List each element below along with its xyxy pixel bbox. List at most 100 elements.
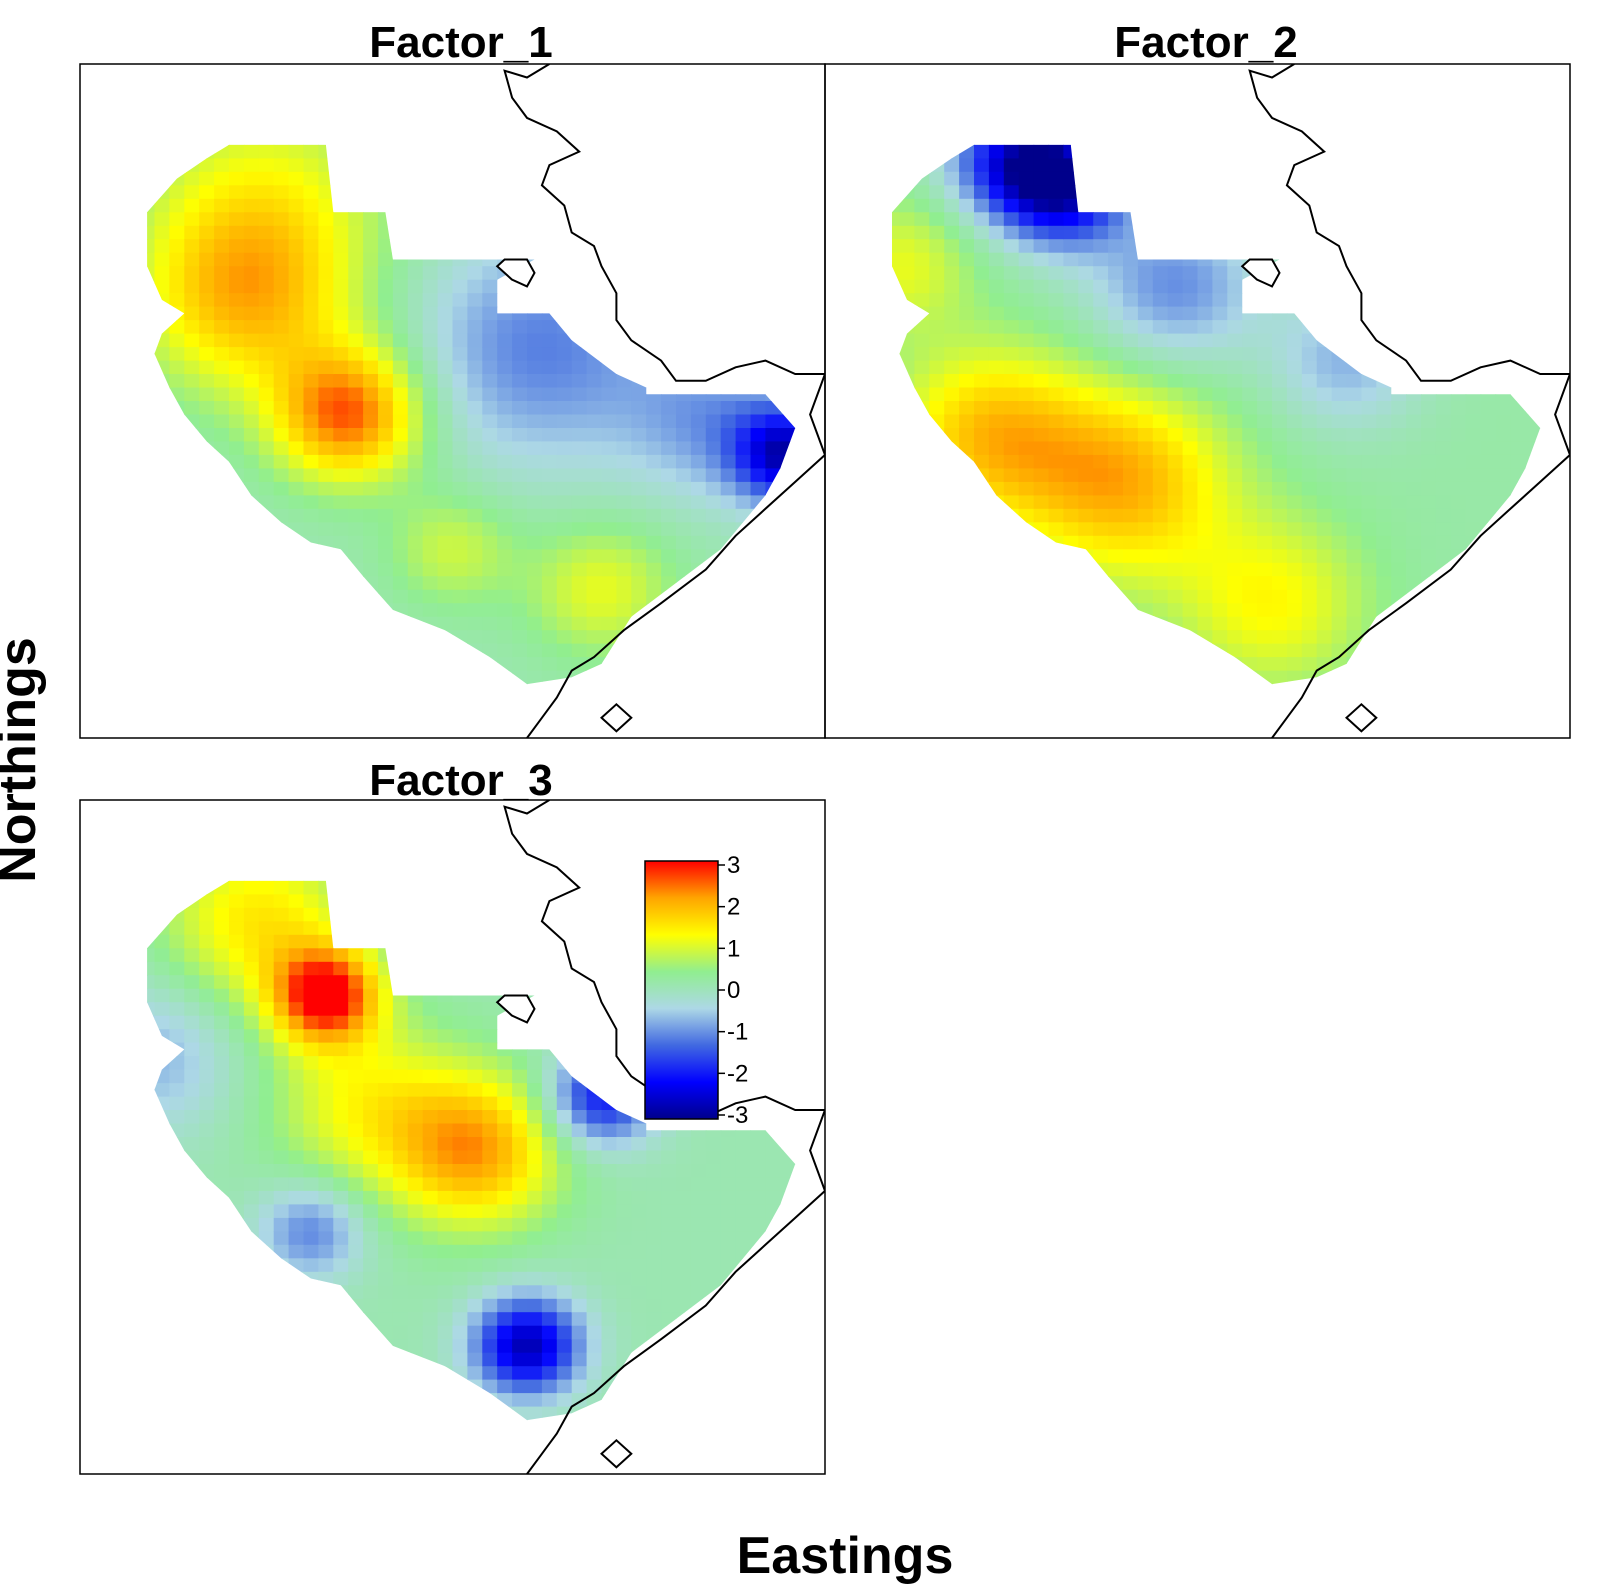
heat-cell — [169, 562, 185, 577]
heat-cell — [303, 576, 319, 591]
heat-cell — [1137, 374, 1154, 389]
heat-cell — [1212, 414, 1228, 429]
heat-cell — [363, 387, 379, 402]
heat-cell — [944, 589, 960, 604]
heat-cell — [676, 279, 692, 294]
heat-cell — [586, 225, 603, 240]
heat-cell — [154, 948, 170, 963]
heat-cell — [541, 414, 558, 429]
heat-cell — [258, 630, 275, 645]
heat-cell — [482, 144, 498, 146]
heat-cell — [169, 880, 185, 882]
heat-cell — [363, 1379, 379, 1394]
heat-cell — [378, 1204, 394, 1219]
heat-cell — [1227, 468, 1243, 483]
heat-cell — [720, 454, 737, 469]
heat-cell — [318, 428, 334, 443]
heat-cell — [690, 441, 707, 456]
heat-cell — [1391, 616, 1407, 631]
heat-cell — [1182, 198, 1199, 213]
heat-cell — [1495, 279, 1511, 294]
heat-cell — [810, 320, 826, 334]
heat-cell — [899, 549, 915, 564]
heat-cell — [437, 643, 454, 658]
heat-cell — [1495, 643, 1511, 658]
heat-cell — [1465, 374, 1482, 389]
heat-cell — [408, 684, 424, 698]
heat-cell — [288, 535, 305, 550]
heat-cell — [690, 171, 707, 186]
heat-cell — [1331, 347, 1348, 362]
heat-cell — [229, 468, 245, 483]
heat-cell — [1108, 603, 1124, 618]
heat-cell — [1078, 279, 1094, 294]
heat-cell — [1495, 454, 1511, 469]
heat-cell — [750, 225, 766, 240]
heat-cell — [348, 670, 364, 685]
heat-cell — [407, 279, 424, 294]
heat-cell — [601, 428, 617, 443]
heat-cell — [1242, 347, 1258, 362]
heat-cell — [527, 185, 543, 200]
heat-cell — [318, 1056, 334, 1071]
heat-cell — [1078, 657, 1094, 672]
heat-cell — [333, 921, 349, 936]
heat-cell — [1555, 576, 1571, 590]
heat-cell — [1152, 387, 1169, 402]
heat-cell — [199, 293, 215, 308]
heat-cell — [125, 253, 141, 267]
heat-cell — [497, 306, 513, 321]
heat-cell — [125, 1312, 141, 1326]
heat-cell — [1316, 454, 1333, 469]
heat-cell — [1123, 698, 1139, 712]
heat-cell — [169, 347, 185, 362]
heat-cell — [556, 252, 573, 267]
heat-cell — [1048, 468, 1064, 483]
heat-cell — [1003, 252, 1020, 267]
heat-cell — [147, 320, 156, 335]
heat-cell — [1018, 589, 1035, 604]
heat-cell — [243, 266, 260, 281]
heat-cell — [363, 907, 379, 922]
heat-cell — [1391, 657, 1407, 672]
heat-cell — [422, 589, 439, 604]
heat-cell — [392, 934, 409, 949]
heat-cell — [1242, 630, 1258, 645]
heat-cell — [199, 387, 215, 402]
heat-cell — [974, 589, 990, 604]
heat-cell — [125, 482, 141, 496]
heat-cell — [214, 1366, 230, 1381]
heat-cell — [631, 481, 647, 496]
heat-cell — [304, 1420, 320, 1434]
heat-cell — [556, 266, 573, 281]
heat-cell — [810, 212, 826, 226]
heat-cell — [154, 1285, 170, 1300]
heat-cell — [720, 144, 737, 159]
heat-cell — [616, 562, 632, 577]
heat-cell — [467, 481, 483, 496]
heat-cell — [422, 306, 439, 321]
heat-cell — [303, 1123, 319, 1138]
heat-cell — [437, 670, 454, 685]
heat-cell — [437, 144, 454, 159]
heat-cell — [1152, 347, 1169, 362]
heat-cell — [586, 481, 603, 496]
heat-cell — [1480, 643, 1497, 658]
heat-cell — [944, 698, 960, 712]
heat-cell — [676, 401, 692, 416]
heat-cell — [795, 293, 796, 308]
heat-cell — [1391, 535, 1407, 550]
heat-cell — [378, 880, 394, 882]
heat-cell — [556, 468, 573, 483]
heat-cell — [1257, 508, 1273, 523]
heat-cell — [720, 616, 737, 631]
heat-cell — [676, 239, 692, 254]
heat-cell — [914, 468, 930, 483]
heat-cell — [750, 576, 766, 591]
heat-cell — [1093, 347, 1109, 362]
heat-cell — [1182, 495, 1199, 510]
heat-cell — [392, 320, 409, 335]
heat-cell — [661, 428, 677, 443]
heat-cell — [184, 603, 200, 618]
heat-cell — [452, 508, 468, 523]
